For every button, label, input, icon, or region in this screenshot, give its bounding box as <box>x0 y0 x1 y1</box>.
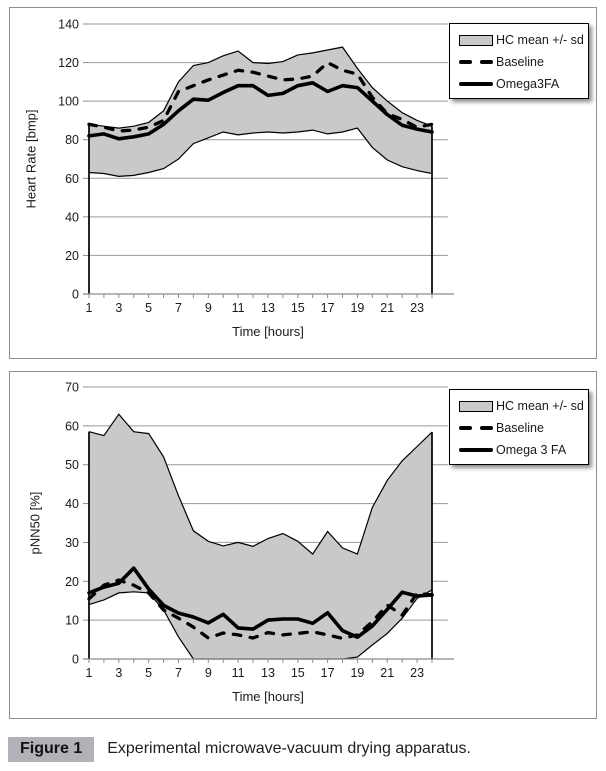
y-tick-label: 100 <box>58 95 79 109</box>
x-tick-label: 19 <box>350 666 364 680</box>
y-tick-label: 70 <box>65 381 79 395</box>
y-tick-label: 20 <box>65 249 79 263</box>
y-tick-label: 10 <box>65 614 79 628</box>
y-tick-label: 60 <box>65 419 79 433</box>
dashed-line-swatch-icon <box>459 59 493 65</box>
x-tick-label: 1 <box>86 301 93 315</box>
x-tick-label: 7 <box>175 666 182 680</box>
series-line-baseline <box>87 60 434 133</box>
x-tick-label: 5 <box>145 301 152 315</box>
x-tick-label: 23 <box>410 301 424 315</box>
pnn50-x-axis-title: Time [hours] <box>232 689 304 704</box>
legend-item-baseline: Baseline <box>450 51 588 73</box>
figure-caption-text: Experimental microwave-vacuum drying app… <box>107 740 471 757</box>
hc-band <box>88 46 433 294</box>
band-lower-line <box>88 127 433 178</box>
x-tick-label: 3 <box>115 301 122 315</box>
x-axis <box>83 658 454 663</box>
y-tick-label: 120 <box>58 56 79 70</box>
pnn50-chart-panel: 0 10 20 30 40 50 60 70 1 3 5 7 9 11 13 15 17 19 21 23 pNN50… <box>9 371 597 719</box>
hc-band <box>88 413 433 660</box>
band-swatch-icon <box>459 34 493 46</box>
x-tick-label: 15 <box>291 666 305 680</box>
x-tick-label: 7 <box>175 301 182 315</box>
legend-item-omega3fa: Omega3FA <box>450 73 588 95</box>
x-tick-label: 19 <box>350 301 364 315</box>
band-swatch-icon <box>459 400 493 412</box>
y-tick-label: 80 <box>65 133 79 147</box>
y-tick-label: 30 <box>65 536 79 550</box>
pnn50-legend: HC mean +/- sd Baseline Omega 3 FA <box>449 389 589 465</box>
y-tick-label: 50 <box>65 458 79 472</box>
heart-rate-chart-panel: 0 20 40 60 80 100 120 140 1 3 5 7 9 11 13 15 17 19 21 23 He… <box>9 7 597 359</box>
x-tick-label: 11 <box>232 666 245 680</box>
pnn50-y-axis-title: pNN50 [%] <box>27 491 43 555</box>
y-tick-label: 40 <box>65 497 79 511</box>
x-tick-label: 13 <box>261 301 275 315</box>
legend-item-omega3fa: Omega 3 FA <box>450 439 588 461</box>
legend-label: HC mean +/- sd <box>496 33 584 47</box>
legend-item-hc-band: HC mean +/- sd <box>450 29 588 51</box>
legend-item-baseline: Baseline <box>450 417 588 439</box>
x-tick-label: 1 <box>86 666 93 680</box>
legend-label: Baseline <box>496 55 544 69</box>
heart-rate-x-axis-title: Time [hours] <box>232 324 304 339</box>
x-axis <box>83 293 454 298</box>
y-tick-label: 60 <box>65 172 79 186</box>
legend-label: HC mean +/- sd <box>496 399 584 413</box>
y-axis <box>83 386 88 660</box>
y-tick-label: 40 <box>65 210 79 224</box>
y-tick-label: 20 <box>65 575 79 589</box>
y-tick-label: 140 <box>58 18 79 32</box>
y-axis <box>83 23 88 295</box>
legend-label: Omega3FA <box>496 77 560 91</box>
x-tick-label: 17 <box>321 301 335 315</box>
x-tick-label: 13 <box>261 666 275 680</box>
series-line-omega-3-fa <box>87 566 434 640</box>
x-tick-label: 9 <box>205 301 212 315</box>
legend-label: Baseline <box>496 421 544 435</box>
series-line-omega3fa <box>87 81 434 141</box>
heart-rate-legend: HC mean +/- sd Baseline Omega3FA <box>449 23 589 99</box>
y-tick-label: 0 <box>72 288 79 302</box>
legend-item-hc-band: HC mean +/- sd <box>450 395 588 417</box>
x-tick-label: 23 <box>410 666 424 680</box>
x-tick-label: 17 <box>321 666 335 680</box>
solid-line-swatch-icon <box>459 81 493 87</box>
x-tick-label: 3 <box>115 666 122 680</box>
legend-label: Omega 3 FA <box>496 443 567 457</box>
x-tick-label: 5 <box>145 666 152 680</box>
x-tick-label: 11 <box>232 301 245 315</box>
x-tick-label: 21 <box>380 301 394 315</box>
x-tick-label: 9 <box>205 666 212 680</box>
figure-caption: Figure 1 Experimental microwave-vacuum d… <box>8 735 471 763</box>
heart-rate-y-axis-title: Heart Rate [bmp] <box>23 109 39 209</box>
band-upper-line <box>88 413 433 555</box>
figure-label: Figure 1 <box>8 736 95 762</box>
solid-line-swatch-icon <box>459 447 493 453</box>
dashed-line-swatch-icon <box>459 425 493 431</box>
band-upper-line <box>88 46 433 129</box>
x-tick-label: 21 <box>380 666 394 680</box>
y-tick-label: 0 <box>72 653 79 667</box>
x-tick-label: 15 <box>291 301 305 315</box>
